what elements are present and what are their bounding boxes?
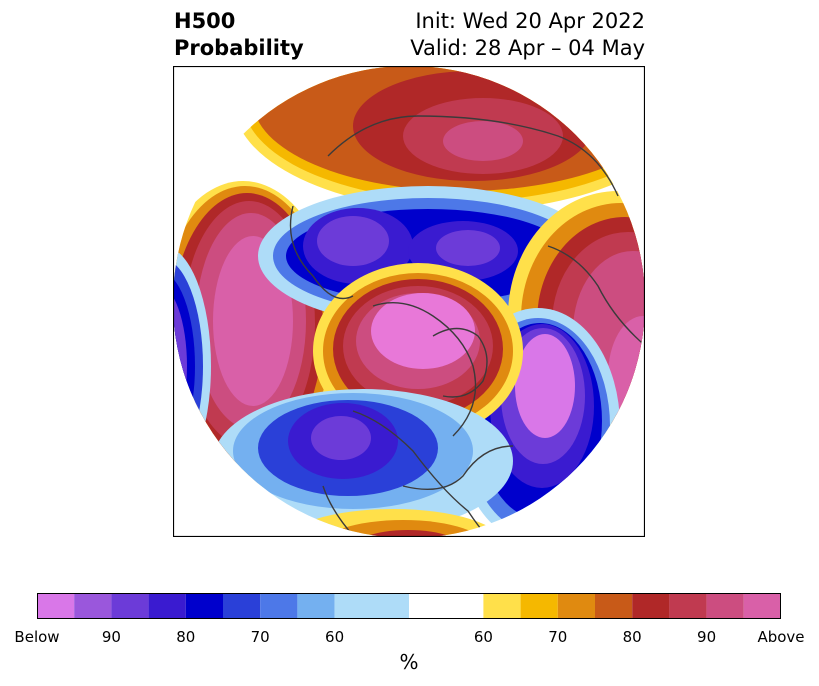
colorbar-tick-label: 70 [548,628,568,646]
map-frame [173,66,645,537]
coastlines [289,115,645,537]
title-left: H500 Probability [174,8,304,62]
colorbar-tick-label: 80 [622,628,642,646]
colorbar-tick-label: 80 [176,628,196,646]
colorbar-cell [409,593,484,619]
colorbar-cell [669,593,707,619]
colorbar-cell [743,593,781,619]
colorbar [37,593,781,619]
colorbar-frame [37,593,781,619]
init-date: Init: Wed 20 Apr 2022 [415,9,645,33]
colorbar-cell [595,593,633,619]
valid-range: Valid: 28 Apr – 04 May [410,36,645,60]
colorbar-cell [483,593,521,619]
colorbar-tick-label: 60 [325,628,345,646]
colorbar-cell [37,593,75,619]
title-line-2: Probability [174,36,304,60]
anomaly-field [173,66,645,537]
colorbar-unit-label: % [399,650,419,674]
colorbar-cell [185,593,223,619]
colorbar-cell [148,593,186,619]
colorbar-cell [74,593,112,619]
colorbar-cell [557,593,595,619]
colorbar-cell [632,593,670,619]
colorbar-cell [297,593,335,619]
colorbar-tick-label: Below [14,628,60,646]
colorbar-cell [223,593,261,619]
colorbar-cell [520,593,558,619]
colorbar-cell [706,593,744,619]
probability-map [173,66,645,537]
colorbar-cell [111,593,149,619]
colorbar-tick-label: 90 [101,628,121,646]
colorbar-tick-label: 60 [473,628,493,646]
western-below-anomaly [213,389,513,533]
title-line-1: H500 [174,9,236,33]
colorbar-tick-label: 90 [697,628,717,646]
colorbar-tick-label: Above [757,628,805,646]
colorbar-tick-label: 70 [250,628,270,646]
colorbar-cell [334,593,409,619]
colorbar-cells [37,593,781,619]
colorbar-cell [260,593,298,619]
title-right: Init: Wed 20 Apr 2022 Valid: 28 Apr – 04… [410,8,645,62]
